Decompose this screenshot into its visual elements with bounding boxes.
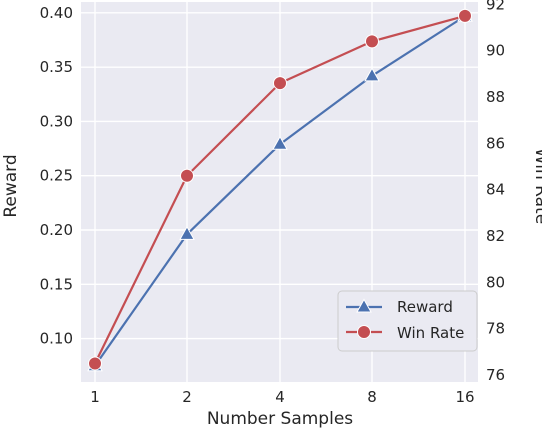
legend-marker-reward [356, 298, 372, 313]
x-axis-title: Number Samples [207, 409, 353, 428]
legend-entry-reward: Reward [346, 298, 453, 316]
tick-label-x: 2 [182, 388, 192, 406]
tick-label-left: 0.10 [40, 330, 73, 348]
tick-label-right: 76 [486, 366, 505, 384]
data-point-win-rate [88, 356, 102, 371]
series [87, 7, 473, 372]
legend: Reward Win Rate [337, 290, 478, 352]
tick-label-x: 8 [367, 388, 377, 406]
tick-label-left: 0.20 [40, 221, 73, 239]
tick-label-left: 0.25 [40, 167, 73, 185]
tick-label-x: 4 [275, 388, 285, 406]
tick-label-right: 78 [486, 320, 505, 338]
x-axis-ticks: 1 2 4 8 16 [90, 388, 474, 406]
y-axis-right-title: Win Rate [531, 148, 542, 224]
y-axis-left-title: Reward [1, 154, 21, 217]
data-point-reward [364, 67, 380, 82]
tick-label-x: 16 [455, 388, 474, 406]
tick-label-left: 0.40 [40, 4, 73, 22]
tick-label-right: 90 [486, 42, 505, 60]
data-point-win-rate [458, 8, 472, 23]
legend-marker-win-rate [357, 325, 371, 339]
tick-label-left: 0.30 [40, 112, 73, 130]
tick-label-left: 0.35 [40, 58, 73, 76]
tick-label-right: 80 [486, 273, 505, 291]
tick-label-right: 88 [486, 88, 505, 106]
data-point-win-rate [180, 168, 194, 183]
legend-label-win-rate: Win Rate [397, 324, 464, 342]
tick-label-left: 0.15 [40, 275, 73, 293]
data-point-win-rate [273, 76, 287, 91]
tick-label-right: 92 [486, 0, 505, 13]
right-axis-ticks: 76 78 80 82 84 86 88 90 92 [486, 0, 505, 384]
data-point-reward [272, 135, 288, 150]
legend-label-reward: Reward [397, 298, 453, 316]
tick-label-x: 1 [90, 388, 100, 406]
tick-label-right: 86 [486, 134, 505, 152]
data-point-win-rate [365, 34, 379, 49]
tick-label-right: 84 [486, 181, 505, 199]
left-axis-ticks: 0.10 0.15 0.20 0.25 0.30 0.35 0.40 [40, 4, 73, 348]
data-point-reward [179, 225, 195, 240]
legend-entry-win-rate: Win Rate [346, 324, 464, 342]
tick-label-right: 82 [486, 227, 505, 245]
